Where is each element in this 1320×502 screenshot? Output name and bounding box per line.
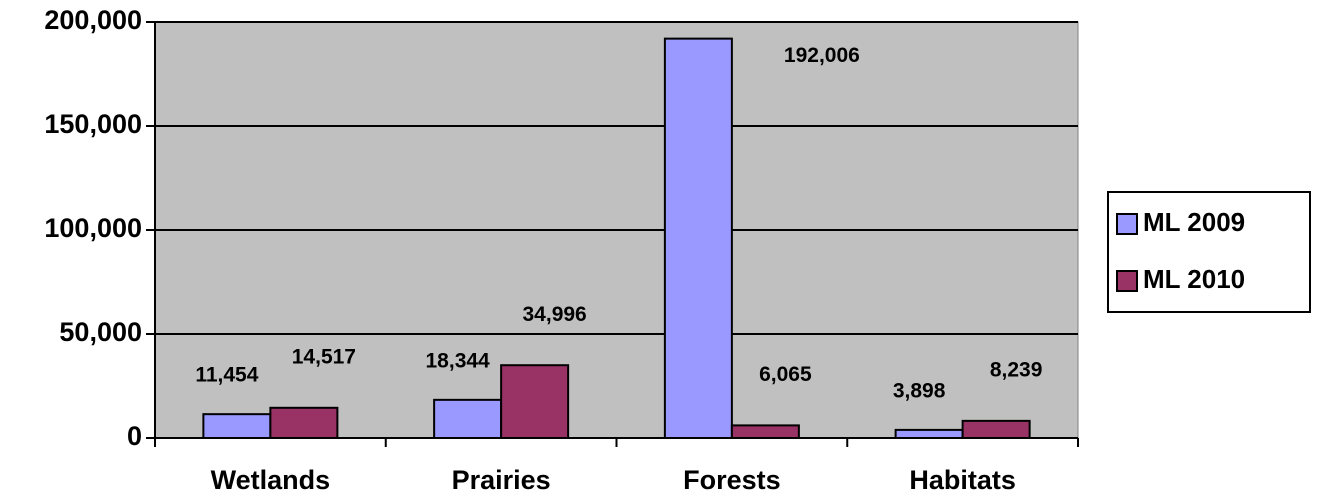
y-tick-label: 50,000	[59, 317, 142, 347]
data-label: 3,898	[893, 379, 946, 402]
legend-label: ML 2010	[1143, 264, 1245, 294]
y-tick-label: 100,000	[44, 213, 142, 243]
data-label: 34,996	[523, 303, 587, 326]
y-tick-label: 150,000	[44, 109, 142, 139]
legend-label: ML 2009	[1143, 207, 1245, 237]
legend-swatch	[1116, 213, 1138, 235]
bar	[894, 428, 964, 439]
y-tick-label: 0	[127, 421, 142, 451]
legend-box	[1107, 191, 1311, 313]
data-label: 6,065	[759, 363, 812, 386]
bar	[730, 424, 800, 439]
x-tick-label: Wetlands	[211, 465, 331, 495]
data-label: 18,344	[426, 349, 491, 372]
x-tick-label: Prairies	[452, 465, 551, 495]
y-tick-label: 200,000	[44, 5, 142, 35]
bar	[663, 37, 733, 439]
data-label: 11,454	[195, 364, 258, 387]
bar	[500, 364, 570, 439]
bar	[433, 398, 503, 440]
bar	[961, 419, 1031, 440]
bar	[202, 413, 272, 440]
data-label: 8,239	[990, 358, 1043, 381]
data-label: 14,517	[292, 345, 356, 368]
legend-swatch	[1116, 270, 1138, 292]
x-tick-label: Forests	[683, 465, 781, 495]
x-tick-label: Habitats	[909, 465, 1016, 495]
bar	[269, 406, 339, 439]
data-label: 192,006	[784, 44, 860, 67]
